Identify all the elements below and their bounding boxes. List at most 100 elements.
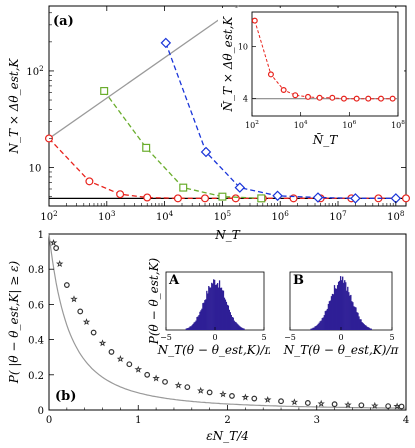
histogram-bar: [201, 308, 203, 330]
histogram-bar: [335, 288, 338, 330]
histogram-panel-label: B: [293, 273, 304, 288]
data-point-diamond: [234, 182, 246, 193]
data-point-circle: [398, 403, 405, 410]
histogram-bar: [367, 327, 369, 330]
histogram-bar: [213, 279, 215, 330]
histogram-bar: [185, 328, 187, 330]
histogram-bar: [215, 284, 217, 330]
histogram-bar: [192, 323, 194, 330]
histogram-bar: [349, 295, 351, 330]
inset-data-point: [292, 92, 299, 99]
data-point-circle: [126, 361, 133, 368]
data-point-diamond: [160, 37, 172, 49]
histogram-bar: [198, 315, 200, 330]
panel-label-a: (a): [53, 14, 74, 29]
histogram-bar: [240, 327, 242, 330]
histogram-bar: [238, 325, 240, 330]
x-tick-label: 4: [403, 415, 409, 426]
histogram-bar: [193, 322, 195, 330]
histogram-bar: [351, 301, 353, 330]
inset-data-point: [329, 94, 336, 101]
histogram-bar: [313, 327, 315, 330]
y-tick-label: 0.8: [28, 265, 44, 276]
data-point-star: [393, 402, 401, 410]
y-tick-label: 0: [38, 406, 44, 417]
histogram-bar: [366, 326, 368, 330]
histogram-bar: [361, 322, 363, 330]
histogram-panel-label: A: [168, 273, 180, 288]
histogram-bar: [362, 322, 364, 330]
histogram-bar: [369, 328, 371, 330]
data-point-circle: [90, 329, 97, 336]
histogram-bar: [221, 290, 224, 330]
data-point-star: [219, 390, 227, 398]
histogram-bar: [317, 323, 319, 330]
data-point-star: [55, 260, 64, 268]
histogram-bar: [358, 316, 360, 330]
data-point-star: [152, 374, 160, 382]
histogram-bar: [215, 284, 218, 330]
histogram-x-axis-label: N_T(θ − θ_est,K)/π: [157, 343, 274, 357]
histogram-bar: [323, 315, 325, 330]
histogram-bar: [209, 287, 211, 330]
histogram-bar: [234, 321, 236, 330]
histogram-bar: [365, 325, 367, 330]
inset-x-tick-label: 102: [245, 120, 259, 130]
histogram-bar: [230, 314, 232, 330]
histogram-bar: [330, 296, 333, 330]
data-point-circle: [304, 400, 311, 406]
histogram-bar: [312, 327, 314, 330]
inset-data-point: [353, 95, 360, 102]
data-point-circle: [116, 190, 125, 199]
y-axis-label: N_T × Δθ_est,K: [7, 58, 21, 155]
histogram-bar: [241, 327, 243, 330]
histogram-bar: [368, 327, 370, 330]
x-tick-label: 106: [272, 209, 290, 223]
histogram-x-tick-label: −5: [284, 333, 296, 342]
data-point-circle: [184, 384, 191, 391]
data-point-circle: [278, 398, 284, 405]
histogram-bar: [310, 328, 312, 330]
histogram-bar: [226, 304, 229, 330]
histogram-bar: [324, 311, 326, 330]
histogram-bar: [311, 328, 313, 330]
x-tick-label: 105: [214, 209, 232, 223]
data-point-circle: [162, 378, 168, 385]
histogram-bar: [231, 316, 233, 330]
x-tick-label: 104: [156, 209, 174, 223]
histogram-bar: [236, 323, 238, 330]
histogram-bar: [205, 299, 207, 330]
histogram-bar: [364, 325, 366, 330]
histogram-bar: [328, 301, 331, 330]
inset-data-point: [340, 95, 347, 102]
data-point-star: [290, 398, 299, 406]
histogram-inset-b: −5 0 5 B N_T(θ − θ_est,K)/π: [270, 268, 400, 362]
histogram-bar: [219, 287, 222, 330]
histogram-bar: [354, 306, 356, 330]
inset-background: [218, 8, 404, 166]
histogram-bar: [218, 280, 221, 330]
histogram-x-tick-label: 0: [212, 333, 217, 342]
y-tick-label: 0.2: [28, 371, 44, 382]
histogram-bar: [196, 317, 198, 330]
data-point-star: [263, 395, 272, 403]
y-tick-label: 1: [38, 230, 44, 241]
inset-y-tick-label: 10: [238, 43, 248, 52]
histogram-bar: [350, 294, 352, 330]
histogram-x-tick-label: 5: [261, 333, 266, 342]
histogram-bar: [232, 317, 234, 330]
histogram-bar: [216, 283, 219, 330]
data-point-square: [142, 143, 151, 152]
histogram-bar: [197, 316, 199, 330]
x-tick-label: 102: [40, 209, 57, 223]
data-point-star: [82, 318, 91, 326]
data-point-diamond: [272, 190, 283, 202]
inset-data-point: [365, 95, 372, 102]
data-point-star: [70, 295, 78, 303]
histogram-bar: [359, 319, 361, 330]
fit-curve: [48, 233, 406, 409]
data-point-star: [317, 399, 325, 407]
histogram-bar: [353, 306, 355, 330]
x-tick-label: 3: [314, 415, 320, 426]
